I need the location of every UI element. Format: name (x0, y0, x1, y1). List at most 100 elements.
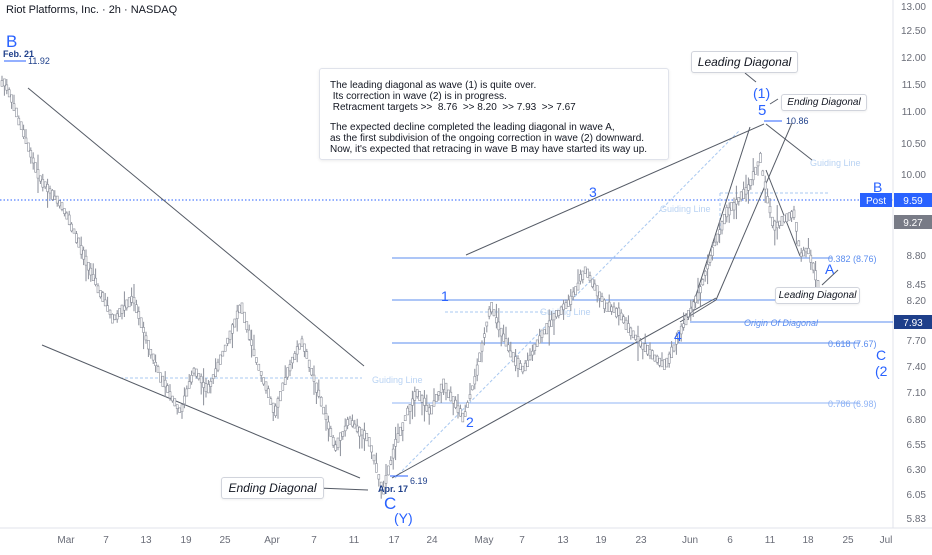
candles (0, 75, 822, 499)
trend-line[interactable] (41, 344, 361, 479)
candle-body (783, 214, 786, 223)
candle-body (715, 233, 719, 243)
candle-body (365, 433, 369, 442)
candle-body (519, 363, 522, 370)
candle-body (209, 380, 213, 387)
price-tick-label: 6.05 (907, 490, 927, 501)
candle-body (46, 184, 49, 192)
candle-body (427, 407, 431, 415)
candle-body (487, 308, 491, 317)
candle-body (99, 290, 102, 298)
callout-leading-diagonal-right[interactable]: Leading Diagonal (775, 287, 860, 304)
time-tick-label: 7 (519, 535, 525, 546)
candle-body (360, 428, 364, 436)
candle-body (535, 339, 539, 347)
candle-body (348, 417, 352, 425)
candle-body (339, 432, 342, 441)
guiding-line-label: Guiding Line (810, 158, 861, 168)
candle-body (310, 367, 313, 376)
wave-label-c: C (384, 494, 396, 513)
time-tick-label: May (475, 535, 494, 546)
candle-body (771, 216, 774, 226)
price-tick-label: 6.55 (907, 440, 927, 451)
time-tick-label: Jun (682, 535, 698, 546)
candle-body (144, 335, 148, 341)
note-spacer (330, 113, 668, 122)
candle-body (329, 428, 333, 437)
candle-body (238, 304, 241, 314)
candle-body (766, 196, 769, 204)
candle-body (113, 314, 117, 320)
candle-body (295, 346, 299, 355)
trend-line[interactable] (465, 123, 765, 256)
trend-line[interactable] (765, 169, 801, 257)
candle-body (655, 355, 659, 363)
candle-body (322, 406, 325, 415)
candle-body (615, 308, 618, 318)
callout-leading-diagonal-top[interactable]: Leading Diagonal (691, 51, 798, 73)
candle-body (636, 336, 640, 342)
candle-body (442, 378, 445, 390)
trend-line[interactable] (27, 87, 365, 367)
candle-body (435, 393, 438, 402)
candle-body (711, 247, 714, 257)
callout-ending-diagonal-top[interactable]: Ending Diagonal (781, 94, 867, 111)
candle-body (341, 431, 345, 437)
candle-body (744, 187, 748, 195)
callout-pointer (317, 487, 369, 491)
candle-body (687, 310, 690, 317)
candle-body (247, 329, 251, 340)
candle-body (72, 228, 76, 234)
candle-body (5, 84, 9, 91)
candle-body (108, 309, 112, 315)
candle-body (555, 310, 558, 318)
candle-body (689, 307, 693, 313)
trend-line[interactable] (391, 297, 717, 479)
candle-body (41, 179, 45, 188)
candle-body (27, 142, 30, 152)
candle-body (147, 339, 150, 350)
candle-body (276, 398, 280, 408)
candle-body (401, 422, 405, 431)
candle-body (39, 175, 42, 182)
time-tick-label: 7 (103, 535, 109, 546)
candle-body (379, 481, 383, 492)
candle-body (389, 459, 393, 465)
candle-body (581, 270, 585, 280)
candle-body (780, 216, 784, 226)
time-tick-label: 13 (140, 535, 152, 546)
candle-body (204, 383, 208, 393)
candle-body (269, 398, 273, 406)
candle-body (456, 405, 460, 413)
callout-ending-diagonal-bottom[interactable]: Ending Diagonal (221, 477, 324, 499)
candle-body (226, 337, 229, 344)
candle-body (315, 382, 318, 393)
candle-body (454, 399, 457, 408)
candle-body (643, 343, 647, 353)
candle-body (115, 313, 119, 320)
candle-body (538, 335, 541, 344)
trend-line[interactable] (687, 126, 751, 321)
candle-body (600, 296, 604, 303)
wave-label-b-right: B (873, 179, 882, 195)
trend-line[interactable] (765, 123, 813, 161)
candle-body (540, 329, 544, 338)
candle-body (437, 391, 441, 396)
candle-body (353, 423, 357, 429)
trend-line[interactable] (715, 122, 793, 301)
candle-body (684, 315, 688, 326)
candle-body (89, 267, 93, 276)
candle-body (588, 275, 592, 282)
candle-body (384, 474, 388, 484)
candle-body (70, 223, 73, 232)
candle-body (799, 252, 803, 257)
candle-body (622, 316, 625, 324)
candle-body (447, 389, 450, 398)
candle-body (646, 344, 649, 355)
candle-body (3, 78, 6, 87)
analysis-note[interactable]: The leading diagonal as wave (1) is quit… (319, 68, 669, 160)
candle-body (451, 396, 455, 404)
candle-body (485, 321, 489, 327)
